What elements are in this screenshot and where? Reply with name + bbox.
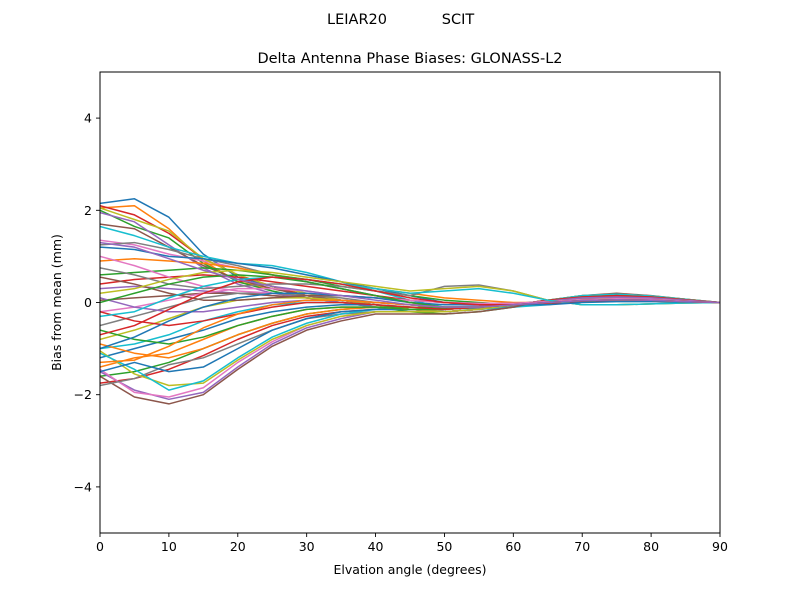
x-tick-label: 50 <box>436 539 452 554</box>
y-axis: −4 −2 0 2 4 <box>74 111 100 494</box>
suptitle-right: SCIT <box>442 12 475 28</box>
x-tick-label: 20 <box>230 539 246 554</box>
suptitle-left: LEIAR20 <box>327 12 387 28</box>
y-tick-label: 2 <box>84 203 92 218</box>
y-tick-label: −2 <box>74 387 92 402</box>
y-tick-label: −4 <box>74 479 92 494</box>
series-line-40 <box>100 276 720 318</box>
y-tick-label: 4 <box>84 111 92 126</box>
series-lines <box>100 198 720 405</box>
x-tick-label: 10 <box>161 539 177 554</box>
y-tick-label: 0 <box>84 295 92 310</box>
x-tick-label: 80 <box>643 539 659 554</box>
x-tick-label: 60 <box>505 539 521 554</box>
x-tick-label: 0 <box>96 539 104 554</box>
series-line-34 <box>100 294 720 327</box>
x-axis-label: Elvation angle (degrees) <box>333 562 486 577</box>
chart-title: Delta Antenna Phase Biases: GLONASS-L2 <box>257 51 562 67</box>
x-tick-label: 70 <box>574 539 590 554</box>
series-line-26 <box>100 292 720 405</box>
y-axis-label: Bias from mean (mm) <box>49 234 64 371</box>
x-tick-label: 40 <box>368 539 384 554</box>
x-axis: 0 10 20 30 40 50 60 70 80 90 <box>96 533 728 554</box>
x-tick-label: 90 <box>712 539 728 554</box>
series-line-45 <box>100 241 720 308</box>
x-tick-label: 30 <box>299 539 315 554</box>
